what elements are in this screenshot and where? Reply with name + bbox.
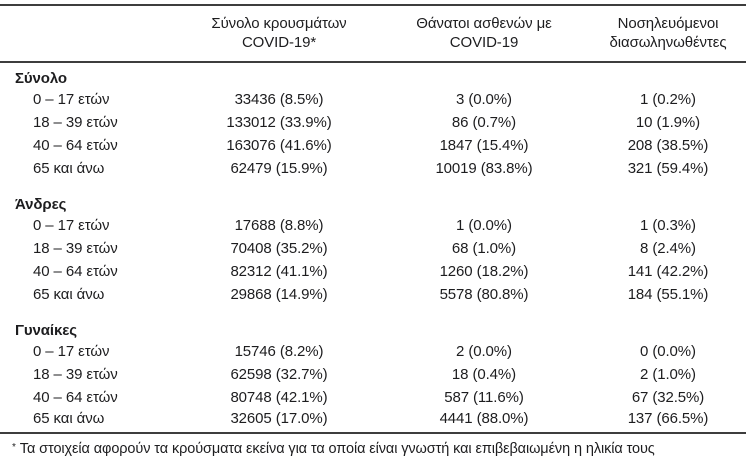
age-label: 18 – 39 ετών (33, 366, 118, 383)
cases-cell: 33436 (8.5%) (234, 91, 324, 108)
age-label: 65 και άνω (33, 160, 105, 177)
intubated-cell: 10 (1.9%) (635, 114, 701, 131)
age-label: 0 – 17 ετών (33, 343, 110, 360)
deaths-cell: 18 (0.4%) (451, 366, 517, 383)
cases-cell: 62598 (32.7%) (230, 366, 328, 383)
intubated-cell: 67 (32.5%) (631, 389, 705, 406)
age-label: 18 – 39 ετών (33, 114, 118, 131)
age-label: 65 και άνω (33, 286, 105, 303)
deaths-cell: 1847 (15.4%) (439, 137, 529, 154)
intubated-cell: 137 (66.5%) (627, 410, 709, 427)
cases-cell: 15746 (8.2%) (234, 343, 324, 360)
footnote-text: Τα στοιχεία αφορούν τα κρούσματα εκείνα … (19, 441, 655, 457)
deaths-cell: 1 (0.0%) (456, 217, 512, 234)
table-row: 40 – 64 ετών 82312 (41.1%) 1260 (18.2%) … (0, 260, 746, 283)
cases-cell: 17688 (8.8%) (234, 217, 324, 234)
table-row: 18 – 39 ετών 62598 (32.7%) 18 (0.4%) 2 (… (0, 363, 746, 386)
table-row: 40 – 64 ετών 80748 (42.1%) 587 (11.6%) 6… (0, 386, 746, 409)
table-row: 40 – 64 ετών 163076 (41.6%) 1847 (15.4%)… (0, 134, 746, 157)
section-header-total: Σύνολο (0, 62, 746, 88)
intubated-cell: 208 (38.5%) (627, 137, 709, 154)
column-header-intubated-line1: Νοσηλευόμενοι (617, 15, 719, 32)
intubated-cell: 0 (0.0%) (640, 343, 696, 360)
deaths-cell: 10019 (83.8%) (435, 160, 533, 177)
column-header-empty (0, 5, 180, 63)
table-row: 18 – 39 ετών 70408 (35.2%) 68 (1.0%) 8 (… (0, 237, 746, 260)
deaths-cell: 3 (0.0%) (456, 91, 512, 108)
cases-cell: 32605 (17.0%) (230, 410, 328, 427)
age-label: 0 – 17 ετών (33, 91, 110, 108)
deaths-cell: 587 (11.6%) (444, 389, 524, 406)
cases-cell: 163076 (41.6%) (226, 137, 332, 154)
deaths-cell: 1260 (18.2%) (439, 263, 529, 280)
cases-cell: 133012 (33.9%) (226, 114, 332, 131)
column-header-deaths-line2: COVID-19 (449, 34, 519, 51)
cases-cell: 80748 (42.1%) (230, 389, 328, 406)
cases-cell: 82312 (41.1%) (230, 263, 328, 280)
intubated-cell: 141 (42.2%) (627, 263, 709, 280)
deaths-cell: 68 (1.0%) (451, 240, 517, 257)
column-header-cases-line1: Σύνολο κρουσμάτων (211, 15, 347, 32)
column-header-cases-line2: COVID-19* (241, 34, 317, 51)
footnote-marker: * (12, 442, 16, 453)
section-title: Άνδρες (15, 195, 67, 213)
column-header-intubated-line2: διασωληνωθέντες (609, 34, 727, 51)
table-row: 0 – 17 ετών 15746 (8.2%) 2 (0.0%) 0 (0.0… (0, 340, 746, 363)
section-header-women: Γυναίκες (0, 306, 746, 340)
deaths-cell: 5578 (80.8%) (439, 286, 529, 303)
cases-cell: 62479 (15.9%) (230, 160, 328, 177)
age-label: 40 – 64 ετών (33, 137, 118, 154)
section-title: Σύνολο (15, 70, 67, 87)
deaths-cell: 4441 (88.0%) (439, 410, 529, 427)
cases-cell: 29868 (14.9%) (230, 286, 328, 303)
intubated-cell: 2 (1.0%) (640, 366, 696, 383)
column-header-intubated: Νοσηλευόμενοι διασωληνωθέντες (590, 5, 746, 63)
cases-cell: 70408 (35.2%) (230, 240, 328, 257)
intubated-cell: 321 (59.4%) (627, 160, 709, 177)
intubated-cell: 1 (0.3%) (640, 217, 696, 234)
table-row: 65 και άνω 62479 (15.9%) 10019 (83.8%) 3… (0, 157, 746, 180)
intubated-cell: 184 (55.1%) (627, 286, 709, 303)
footnote: * Τα στοιχεία αφορούν τα κρούσματα εκείνα… (0, 432, 746, 458)
table-header: Σύνολο κρουσμάτων COVID-19* Θάνατοι ασθε… (0, 5, 746, 63)
section-header-men: Άνδρες (0, 180, 746, 214)
age-label: 40 – 64 ετών (33, 389, 118, 406)
table-row: 18 – 39 ετών 133012 (33.9%) 86 (0.7%) 10… (0, 111, 746, 134)
table-row: 65 και άνω 32605 (17.0%) 4441 (88.0%) 13… (0, 409, 746, 432)
age-label: 40 – 64 ετών (33, 263, 118, 280)
table-row: 0 – 17 ετών 33436 (8.5%) 3 (0.0%) 1 (0.2… (0, 88, 746, 111)
age-label: 0 – 17 ετών (33, 217, 110, 234)
column-header-deaths: Θάνατοι ασθενών με COVID-19 (378, 5, 590, 63)
section-title: Γυναίκες (15, 321, 77, 339)
column-header-cases: Σύνολο κρουσμάτων COVID-19* (180, 5, 378, 63)
age-label: 18 – 39 ετών (33, 240, 118, 257)
column-header-deaths-line1: Θάνατοι ασθενών με (416, 15, 552, 32)
table-row: 0 – 17 ετών 17688 (8.8%) 1 (0.0%) 1 (0.3… (0, 214, 746, 237)
intubated-cell: 8 (2.4%) (640, 240, 696, 257)
deaths-cell: 86 (0.7%) (451, 114, 517, 131)
intubated-cell: 1 (0.2%) (640, 91, 696, 108)
table-row: 65 και άνω 29868 (14.9%) 5578 (80.8%) 18… (0, 283, 746, 306)
deaths-cell: 2 (0.0%) (456, 343, 512, 360)
age-label: 65 και άνω (33, 410, 105, 427)
covid-age-stats-table: Σύνολο κρουσμάτων COVID-19* Θάνατοι ασθε… (0, 4, 746, 432)
